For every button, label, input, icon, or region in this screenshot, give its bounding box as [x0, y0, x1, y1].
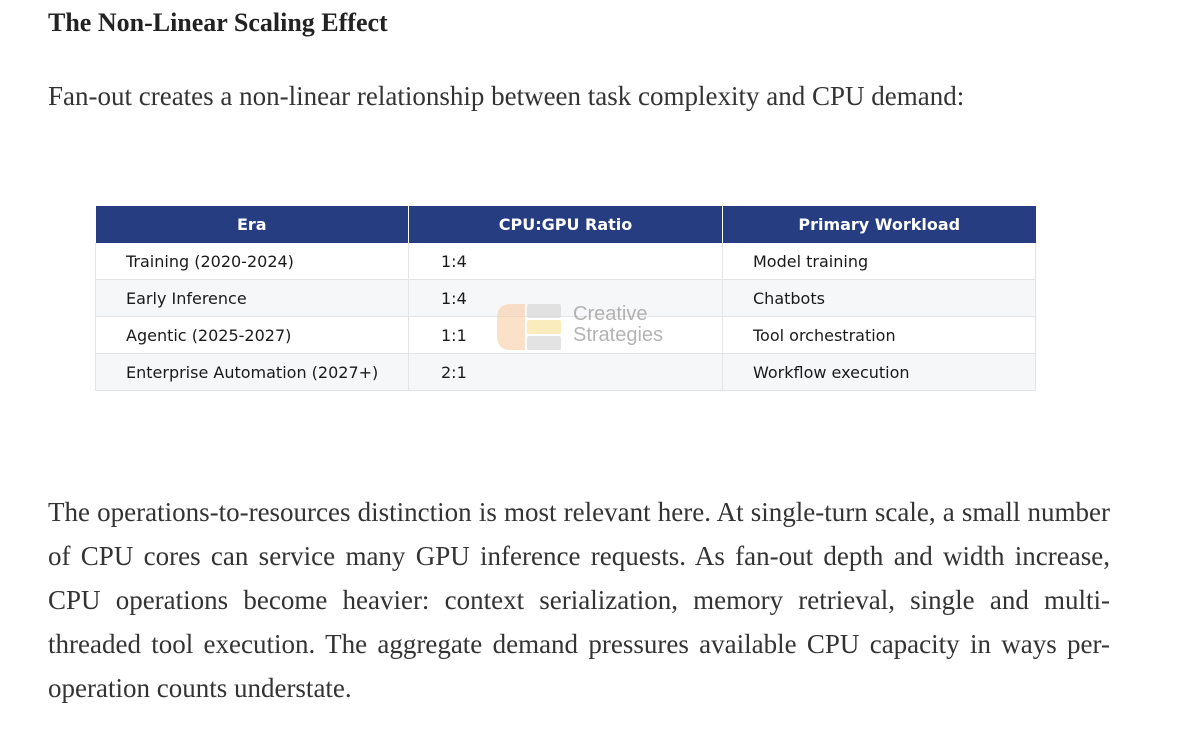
lead-paragraph: Fan-out creates a non-linear relationshi… — [48, 81, 965, 111]
ratio-table: Era CPU:GPU Ratio Primary Workload Train… — [95, 206, 1036, 391]
table-row: Early Inference 1:4 Chatbots — [95, 279, 1036, 317]
era-cell: Agentic (2025-2027) — [95, 316, 409, 354]
workload-cell: Chatbots — [722, 279, 1036, 317]
table-header-row: Era CPU:GPU Ratio Primary Workload — [95, 206, 1036, 243]
ratio-cell: 1:4 — [408, 279, 723, 317]
ratio-table-container: Era CPU:GPU Ratio Primary Workload Train… — [95, 206, 1036, 391]
column-header-ratio: CPU:GPU Ratio — [408, 206, 723, 243]
workload-cell: Workflow execution — [722, 353, 1036, 391]
table-row: Enterprise Automation (2027+) 2:1 Workfl… — [95, 353, 1036, 391]
column-header-workload: Primary Workload — [722, 206, 1036, 243]
era-cell: Training (2020-2024) — [95, 243, 409, 280]
era-cell: Early Inference — [95, 279, 409, 317]
body-paragraph: The operations-to-resources distinction … — [48, 497, 1110, 703]
ratio-cell: 1:4 — [408, 243, 723, 280]
workload-cell: Tool orchestration — [722, 316, 1036, 354]
ratio-cell: 1:1 — [408, 316, 723, 354]
section-heading: The Non-Linear Scaling Effect — [48, 8, 388, 37]
table-row: Agentic (2025-2027) 1:1 Tool orchestrati… — [95, 316, 1036, 354]
column-header-era: Era — [95, 206, 409, 243]
ratio-cell: 2:1 — [408, 353, 723, 391]
era-cell: Enterprise Automation (2027+) — [95, 353, 409, 391]
workload-cell: Model training — [722, 243, 1036, 280]
table-row: Training (2020-2024) 1:4 Model training — [95, 243, 1036, 280]
